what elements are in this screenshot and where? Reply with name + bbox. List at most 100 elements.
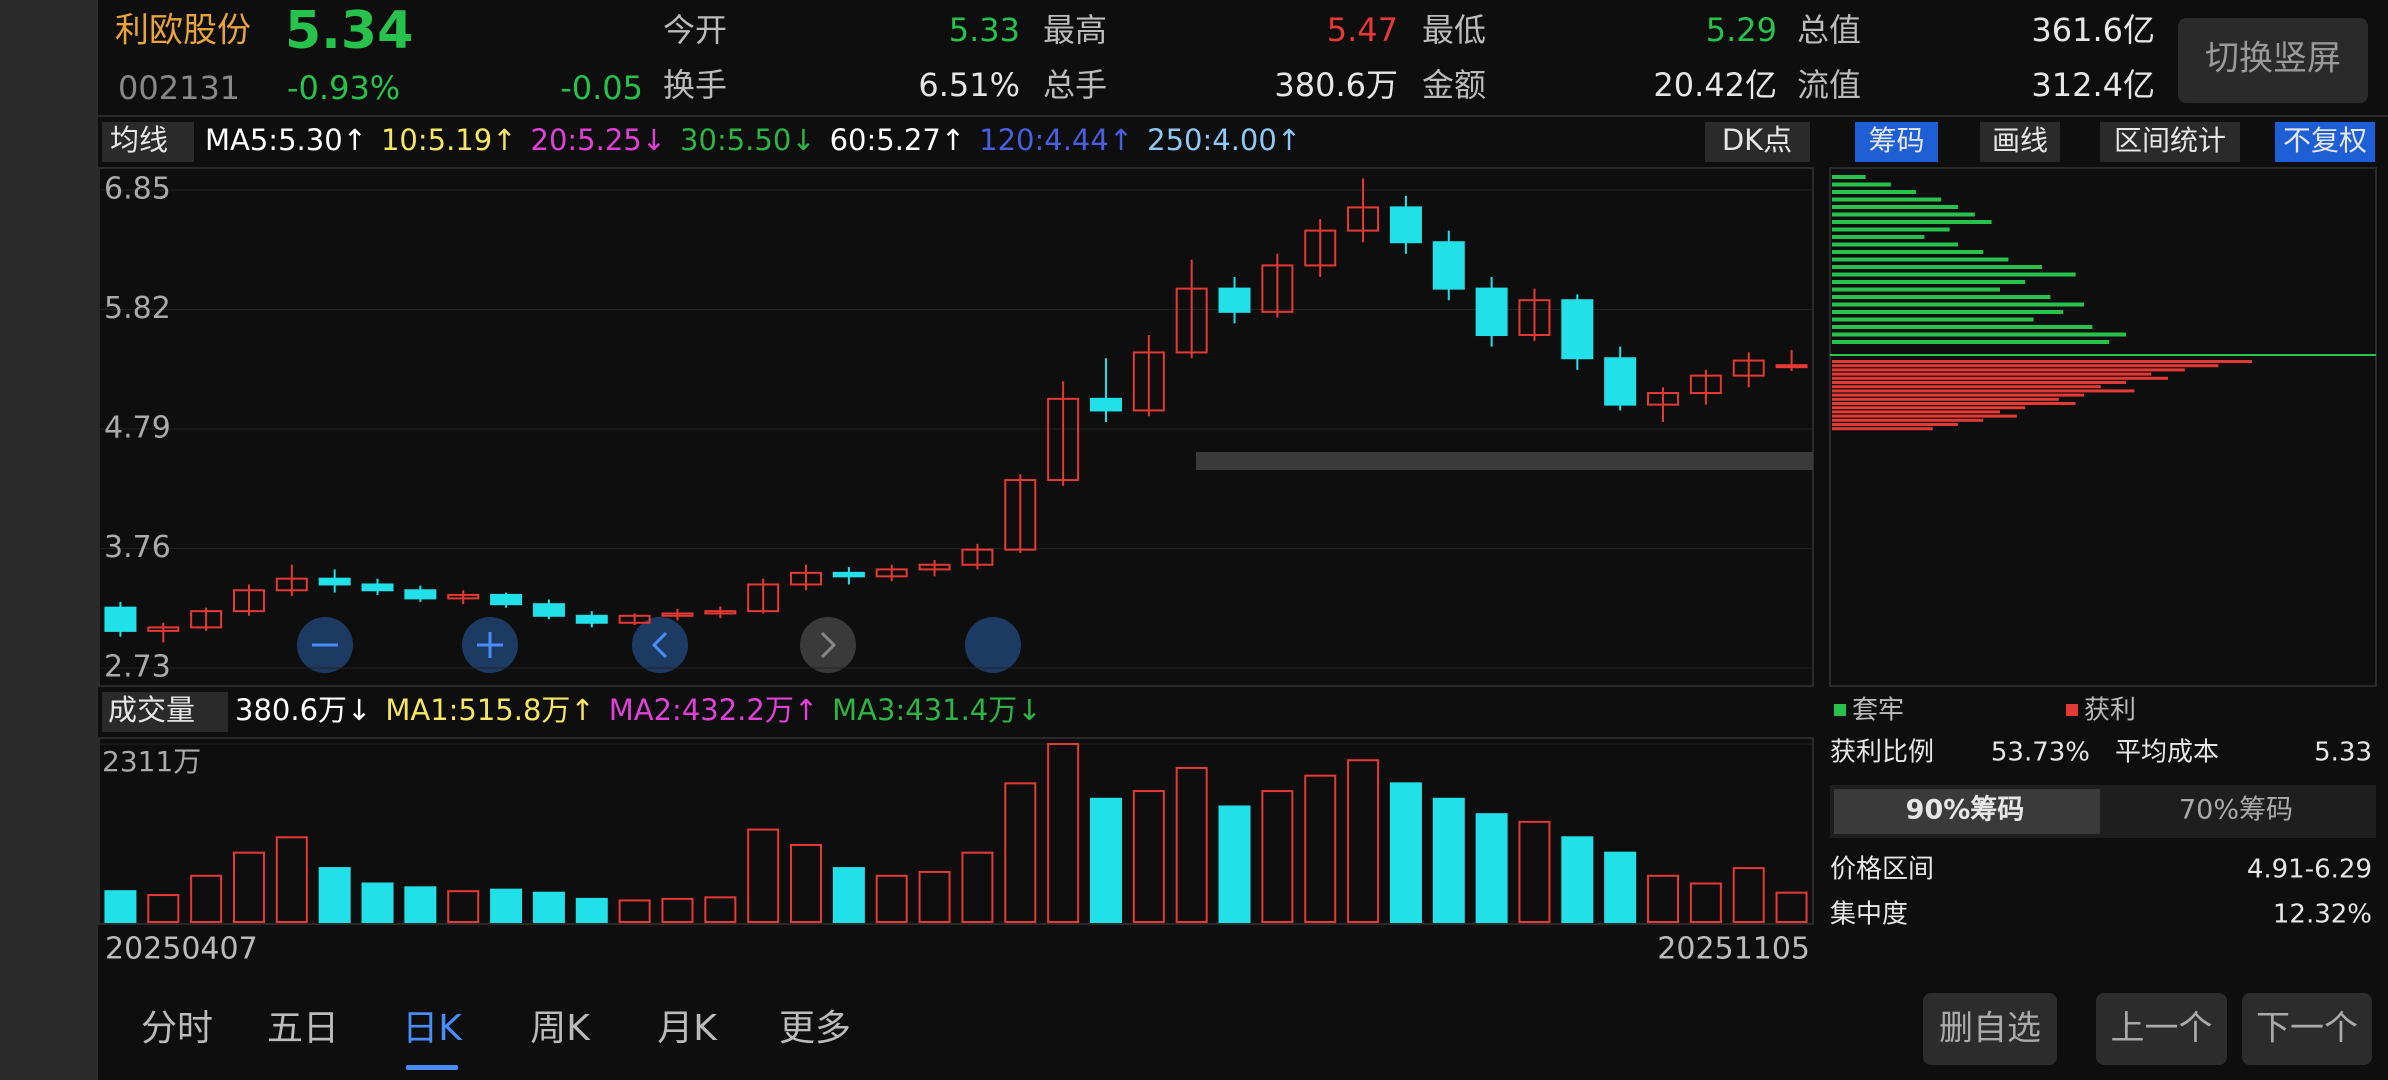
- volume-selector-box[interactable]: [102, 692, 228, 732]
- stat-value: 361.6亿: [2031, 11, 2155, 49]
- indicator: 250:4.00↑: [1147, 123, 1301, 157]
- volume-bar: [661, 897, 694, 924]
- candle-body: [1689, 374, 1722, 395]
- stat-label: 总值: [1797, 11, 1861, 49]
- volume-bar: [490, 888, 523, 924]
- chip-bar: [1832, 250, 1984, 254]
- switch-button[interactable]: [2178, 18, 2368, 103]
- tab-box[interactable]: [1855, 122, 1938, 162]
- candle-body: [618, 614, 651, 624]
- candle-body: [661, 612, 694, 617]
- tab[interactable]: 画线: [1992, 124, 2048, 157]
- indicator: 30:5.50↓: [680, 123, 816, 157]
- volume-bar: [1347, 759, 1380, 923]
- chip-bar: [1832, 423, 1958, 426]
- right[interactable]: [800, 617, 856, 673]
- volume-bar: [704, 896, 737, 923]
- label: 价格区间: [1830, 855, 1934, 885]
- y-tick-label: 2311万: [102, 745, 201, 778]
- period-tab[interactable]: 日K: [402, 1008, 463, 1049]
- candle-body: [1604, 357, 1637, 406]
- dk-box[interactable]: [1705, 122, 1810, 162]
- chip-bar: [1832, 272, 2076, 277]
- button[interactable]: [2096, 993, 2227, 1065]
- candle-body: [704, 610, 737, 615]
- tab[interactable]: 筹码: [1868, 124, 1924, 157]
- volume-bar: [618, 899, 651, 924]
- candle-body: [575, 614, 608, 624]
- stat-label: 换手: [663, 66, 727, 104]
- tab-box[interactable]: [2100, 122, 2240, 162]
- candle-body: [1775, 364, 1808, 369]
- button-label[interactable]: 删自选: [1939, 1009, 2041, 1049]
- chip-bar: [1832, 406, 2026, 410]
- chip-bar: [1832, 190, 1916, 194]
- volume-bar: [147, 894, 180, 924]
- chip-tab[interactable]: 70%筹码: [2179, 795, 2293, 826]
- volume-bar: [1775, 891, 1808, 923]
- indicator: 20:5.25↓: [531, 123, 667, 157]
- volume-bar: [1004, 782, 1037, 923]
- volume-bar: [1732, 867, 1765, 923]
- value: 12.32%: [2273, 900, 2372, 930]
- period-tab[interactable]: 更多: [779, 1008, 851, 1049]
- label: 平均成本: [2115, 738, 2219, 768]
- period-tab[interactable]: 分时: [141, 1008, 213, 1049]
- volume-title[interactable]: 成交量: [108, 693, 195, 727]
- ma-selector-box[interactable]: [102, 122, 194, 162]
- chip-tab-active[interactable]: [1834, 789, 2100, 834]
- volume-bar: [790, 843, 823, 923]
- indicator: 10:5.19↑: [381, 123, 517, 157]
- candle-body: [918, 563, 951, 571]
- code: 002131: [118, 69, 240, 107]
- volume-bar: [404, 886, 437, 923]
- y-tick-label: 6.85: [104, 172, 171, 207]
- nav-icons: [312, 631, 837, 659]
- tab[interactable]: 不复权: [2283, 124, 2367, 157]
- volume-bar: [318, 867, 351, 923]
- tab-box[interactable]: [1980, 122, 2060, 162]
- button[interactable]: [1923, 993, 2057, 1065]
- period-tab[interactable]: 月K: [657, 1008, 718, 1049]
- volume-bar: [1647, 874, 1680, 924]
- stat-label: 金额: [1422, 66, 1486, 104]
- switch-label[interactable]: 切换竖屏: [2205, 39, 2341, 79]
- volume-bar: [1304, 774, 1337, 923]
- left[interactable]: [632, 617, 688, 673]
- volume-bar: [1604, 851, 1637, 924]
- kline-frame: [98, 167, 1814, 687]
- reset[interactable]: [965, 617, 1021, 673]
- ma-selector[interactable]: 均线: [110, 123, 168, 157]
- chip-bar: [1832, 310, 2063, 314]
- value: 4.91-6.29: [2247, 855, 2372, 885]
- volume-bar: [1089, 797, 1122, 923]
- volume-bar: [1261, 790, 1294, 924]
- tab-box[interactable]: [2275, 122, 2375, 162]
- label: 集中度: [1830, 900, 1908, 930]
- y-tick-label: 4.79: [104, 411, 171, 446]
- chip-bar: [1832, 197, 1942, 202]
- period-tab[interactable]: 五日: [267, 1008, 339, 1049]
- candle-body: [1089, 397, 1122, 412]
- button-label[interactable]: 下一个: [2256, 1009, 2358, 1049]
- stat-value: 380.6万: [1274, 66, 1398, 104]
- button[interactable]: [2242, 993, 2372, 1065]
- volume-bar: [1047, 743, 1080, 923]
- indicator: MA5:5.30↑: [205, 123, 367, 157]
- chip-bar: [1832, 242, 1958, 247]
- candle-body: [1347, 206, 1380, 232]
- candle-body: [361, 583, 394, 592]
- chip-bar: [1832, 182, 1891, 187]
- volume-bar: [1218, 805, 1251, 923]
- chip-bar: [1832, 302, 2084, 307]
- chip-bar: [1832, 340, 2110, 344]
- indicator: 380.6万↓: [235, 693, 371, 727]
- volume-bar: [232, 851, 265, 924]
- stat-value: 5.47: [1327, 11, 1398, 49]
- dk[interactable]: DK点: [1722, 123, 1792, 157]
- tab[interactable]: 区间统计: [2114, 124, 2226, 157]
- chip-tab[interactable]: 90%筹码: [1906, 794, 2025, 826]
- period-tab[interactable]: 周K: [530, 1008, 591, 1049]
- button-label[interactable]: 上一个: [2111, 1009, 2213, 1049]
